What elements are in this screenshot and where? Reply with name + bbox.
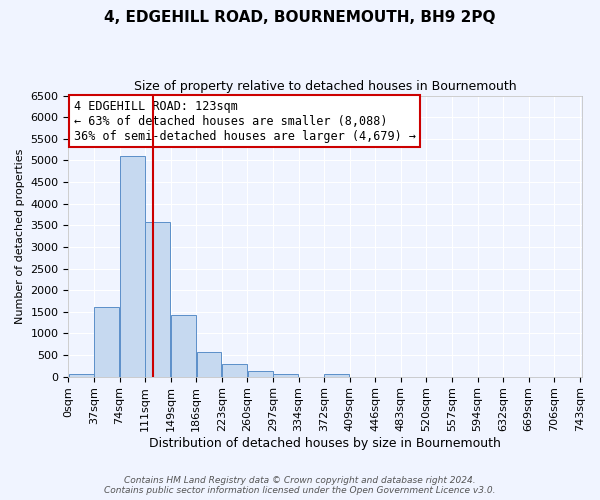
Bar: [120, 156, 145, 376]
Text: 4, EDGEHILL ROAD, BOURNEMOUTH, BH9 2PQ: 4, EDGEHILL ROAD, BOURNEMOUTH, BH9 2PQ: [104, 10, 496, 25]
Bar: [69, 374, 94, 376]
Y-axis label: Number of detached properties: Number of detached properties: [15, 148, 25, 324]
Bar: [222, 364, 247, 376]
Bar: [145, 222, 170, 376]
Bar: [325, 374, 349, 376]
Text: 4 EDGEHILL ROAD: 123sqm
← 63% of detached houses are smaller (8,088)
36% of semi: 4 EDGEHILL ROAD: 123sqm ← 63% of detache…: [74, 100, 416, 143]
Bar: [197, 352, 221, 376]
X-axis label: Distribution of detached houses by size in Bournemouth: Distribution of detached houses by size …: [149, 437, 501, 450]
Bar: [274, 374, 298, 376]
Bar: [94, 306, 119, 376]
Bar: [171, 315, 196, 376]
Bar: [248, 370, 272, 376]
Text: Contains HM Land Registry data © Crown copyright and database right 2024.
Contai: Contains HM Land Registry data © Crown c…: [104, 476, 496, 495]
Title: Size of property relative to detached houses in Bournemouth: Size of property relative to detached ho…: [134, 80, 517, 93]
